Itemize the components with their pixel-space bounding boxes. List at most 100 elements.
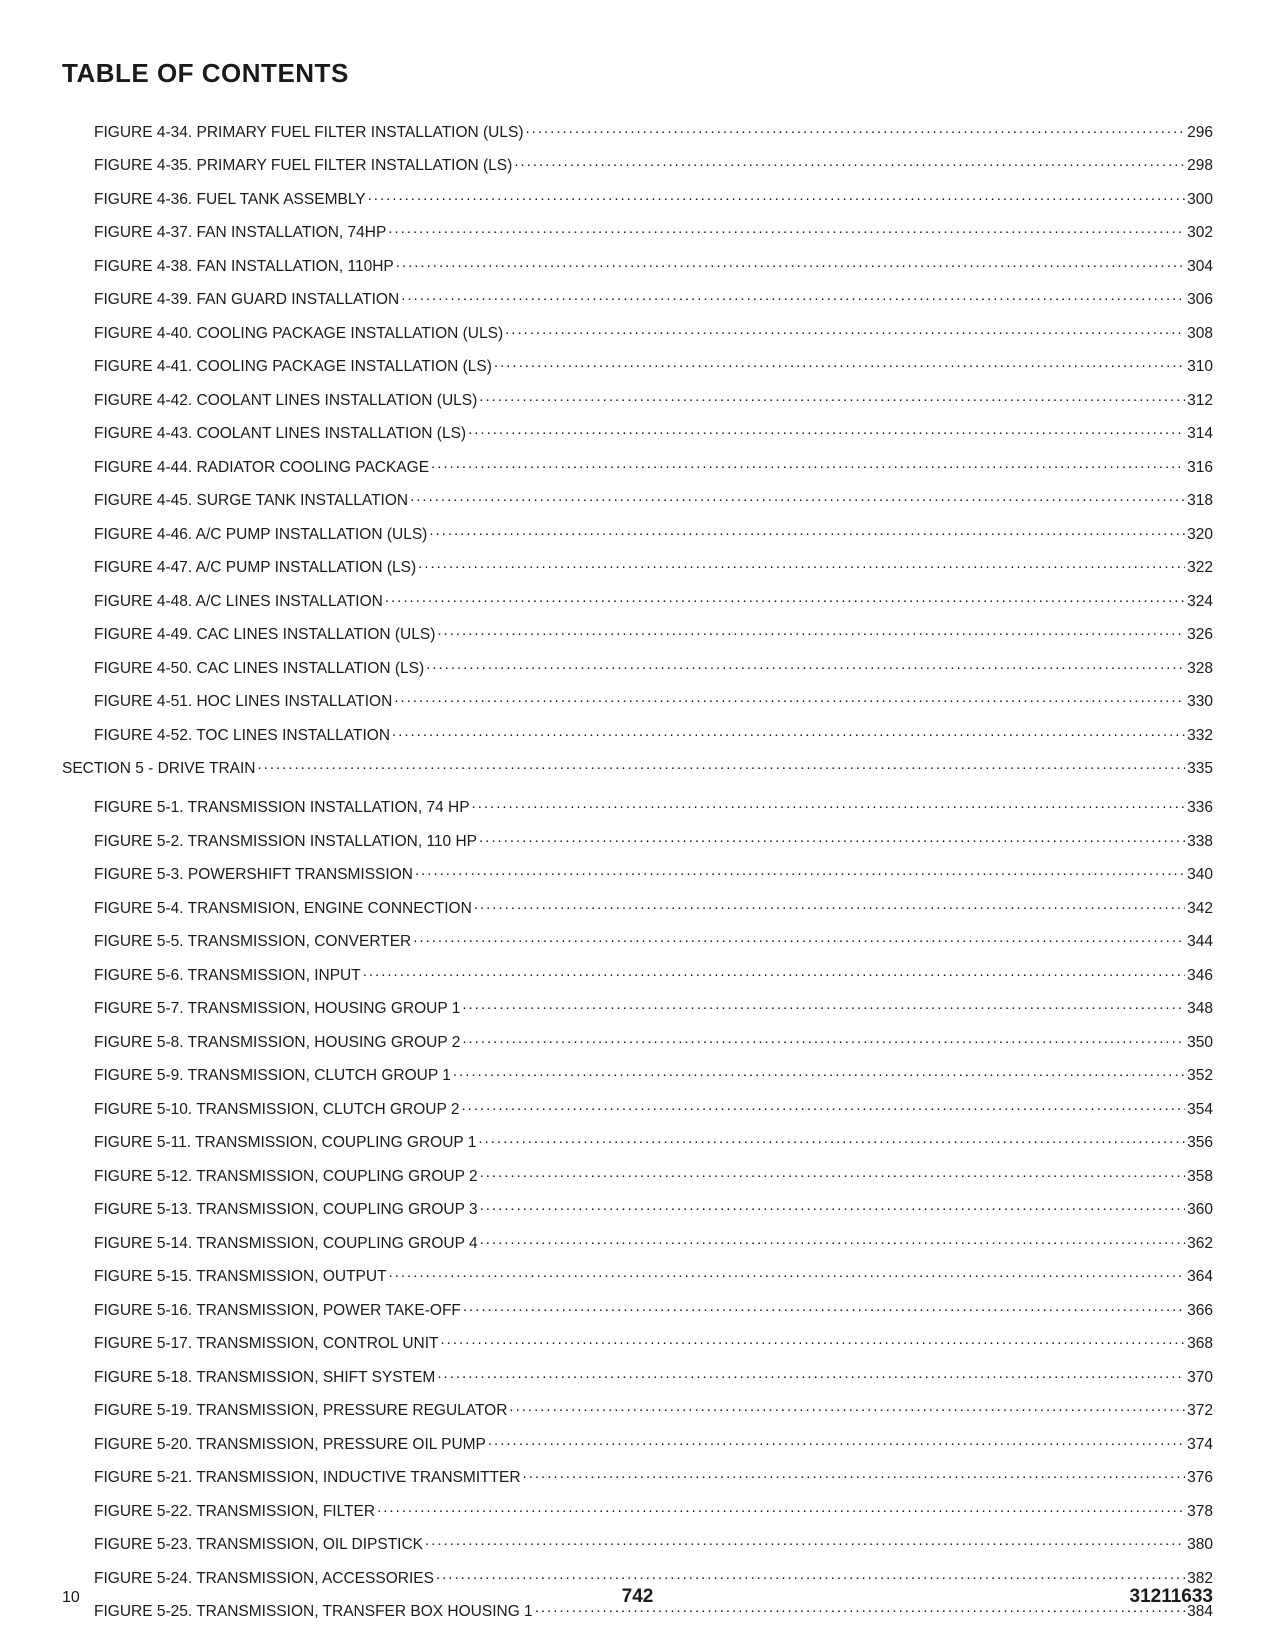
toc-leader — [429, 523, 1185, 539]
toc-entry-label: FIGURE 5-19. TRANSMISSION, PRESSURE REGU… — [94, 1403, 507, 1419]
toc-entry-page: 328 — [1187, 661, 1213, 677]
toc-leader — [394, 691, 1185, 707]
toc-entry: FIGURE 5-3. POWERSHIFT TRANSMISSION340 — [62, 864, 1213, 883]
toc-entry-page: 370 — [1187, 1370, 1213, 1386]
toc-leader — [479, 389, 1185, 405]
toc-entry: FIGURE 4-47. A/C PUMP INSTALLATION (LS)3… — [62, 557, 1213, 576]
page-footer: 10 742 31211633 — [62, 1586, 1213, 1608]
toc-entry-label: FIGURE 5-9. TRANSMISSION, CLUTCH GROUP 1 — [94, 1068, 451, 1084]
toc-entry-page: 304 — [1187, 259, 1213, 275]
toc-entry: FIGURE 5-11. TRANSMISSION, COUPLING GROU… — [62, 1132, 1213, 1151]
toc-entry: FIGURE 4-36. FUEL TANK ASSEMBLY300 — [62, 188, 1213, 207]
toc-leader — [462, 998, 1185, 1014]
toc-leader — [441, 1333, 1186, 1349]
toc-entry-label: FIGURE 5-23. TRANSMISSION, OIL DIPSTICK — [94, 1537, 423, 1553]
toc-entry: FIGURE 5-15. TRANSMISSION, OUTPUT364 — [62, 1266, 1213, 1285]
toc-entry-label: FIGURE 5-11. TRANSMISSION, COUPLING GROU… — [94, 1135, 476, 1151]
toc-leader — [468, 423, 1185, 439]
toc-entry-page: 330 — [1187, 694, 1213, 710]
toc-leader — [488, 1433, 1185, 1449]
toc-leader — [509, 1400, 1185, 1416]
toc-entry-page: 382 — [1187, 1571, 1213, 1587]
toc-entry-label: SECTION 5 - DRIVE TRAIN — [62, 761, 256, 777]
footer-doc-number: 31211633 — [1130, 1586, 1214, 1608]
toc-entry: FIGURE 5-19. TRANSMISSION, PRESSURE REGU… — [62, 1400, 1213, 1419]
toc-entry: FIGURE 5-17. TRANSMISSION, CONTROL UNIT3… — [62, 1333, 1213, 1352]
toc-entry-page: 352 — [1187, 1068, 1213, 1084]
toc-entry-label: FIGURE 5-16. TRANSMISSION, POWER TAKE-OF… — [94, 1303, 461, 1319]
toc-entry-label: FIGURE 4-49. CAC LINES INSTALLATION (ULS… — [94, 627, 435, 643]
toc-leader — [463, 1299, 1185, 1315]
toc-entry: FIGURE 5-21. TRANSMISSION, INDUCTIVE TRA… — [62, 1467, 1213, 1486]
toc-entry: FIGURE 4-45. SURGE TANK INSTALLATION318 — [62, 490, 1213, 509]
toc-entry: FIGURE 5-8. TRANSMISSION, HOUSING GROUP … — [62, 1031, 1213, 1050]
toc-entry-page: 360 — [1187, 1202, 1213, 1218]
toc-entry-page: 380 — [1187, 1537, 1213, 1553]
toc-entry-label: FIGURE 5-3. POWERSHIFT TRANSMISSION — [94, 867, 413, 883]
toc-entry-label: FIGURE 5-22. TRANSMISSION, FILTER — [94, 1504, 375, 1520]
toc-entry-label: FIGURE 4-51. HOC LINES INSTALLATION — [94, 694, 392, 710]
footer-page-number: 10 — [62, 1589, 80, 1607]
toc-entry: FIGURE 4-34. PRIMARY FUEL FILTER INSTALL… — [62, 121, 1213, 140]
toc-leader — [436, 1567, 1185, 1583]
toc-entry-page: 312 — [1187, 393, 1213, 409]
toc-entry: FIGURE 4-48. A/C LINES INSTALLATION324 — [62, 590, 1213, 609]
toc-leader — [401, 289, 1185, 305]
toc-leader — [258, 758, 1186, 774]
toc-entry: FIGURE 4-35. PRIMARY FUEL FILTER INSTALL… — [62, 155, 1213, 174]
toc-entry-label: FIGURE 4-43. COOLANT LINES INSTALLATION … — [94, 426, 466, 442]
toc-entry: FIGURE 5-16. TRANSMISSION, POWER TAKE-OF… — [62, 1299, 1213, 1318]
toc-leader — [437, 1366, 1185, 1382]
toc-leader — [418, 557, 1185, 573]
toc-leader — [396, 255, 1185, 271]
toc-entry: FIGURE 5-7. TRANSMISSION, HOUSING GROUP … — [62, 998, 1213, 1017]
table-of-contents: FIGURE 4-34. PRIMARY FUEL FILTER INSTALL… — [62, 121, 1213, 1620]
toc-leader — [388, 222, 1185, 238]
toc-entry-page: 310 — [1187, 359, 1213, 375]
toc-entry-page: 378 — [1187, 1504, 1213, 1520]
toc-entry: FIGURE 4-50. CAC LINES INSTALLATION (LS)… — [62, 657, 1213, 676]
toc-entry-label: FIGURE 4-48. A/C LINES INSTALLATION — [94, 594, 383, 610]
toc-entry-page: 354 — [1187, 1102, 1213, 1118]
toc-entry: FIGURE 5-22. TRANSMISSION, FILTER 378 — [62, 1500, 1213, 1519]
toc-entry: FIGURE 5-20. TRANSMISSION, PRESSURE OIL … — [62, 1433, 1213, 1452]
toc-entry-label: FIGURE 4-38. FAN INSTALLATION, 110HP — [94, 259, 394, 275]
toc-leader — [368, 188, 1186, 204]
toc-leader — [410, 490, 1185, 506]
toc-entry-label: FIGURE 5-20. TRANSMISSION, PRESSURE OIL … — [94, 1437, 486, 1453]
toc-leader — [425, 1534, 1185, 1550]
toc-leader — [431, 456, 1185, 472]
toc-entry: FIGURE 5-18. TRANSMISSION, SHIFT SYSTEM 3… — [62, 1366, 1213, 1385]
page-title: TABLE OF CONTENTS — [62, 58, 1213, 89]
toc-entry-page: 316 — [1187, 460, 1213, 476]
toc-entry-label: FIGURE 5-4. TRANSMISION, ENGINE CONNECTI… — [94, 901, 472, 917]
toc-leader — [472, 797, 1186, 813]
toc-entry-page: 346 — [1187, 968, 1213, 984]
toc-entry-page: 314 — [1187, 426, 1213, 442]
toc-entry-label: FIGURE 4-44. RADIATOR COOLING PACKAGE — [94, 460, 429, 476]
toc-entry-page: 302 — [1187, 225, 1213, 241]
toc-leader — [363, 964, 1185, 980]
toc-entry: FIGURE 5-2. TRANSMISSION INSTALLATION, 1… — [62, 830, 1213, 849]
toc-entry-page: 318 — [1187, 493, 1213, 509]
toc-entry-label: FIGURE 5-1. TRANSMISSION INSTALLATION, 7… — [94, 800, 470, 816]
toc-entry-page: 308 — [1187, 326, 1213, 342]
toc-entry-label: FIGURE 5-7. TRANSMISSION, HOUSING GROUP … — [94, 1001, 460, 1017]
toc-leader — [437, 624, 1185, 640]
toc-leader — [514, 155, 1185, 171]
footer-model: 742 — [622, 1586, 654, 1608]
toc-entry-label: FIGURE 4-39. FAN GUARD INSTALLATION — [94, 292, 399, 308]
toc-entry-page: 332 — [1187, 728, 1213, 744]
toc-entry-page: 344 — [1187, 934, 1213, 950]
toc-entry-label: FIGURE 5-15. TRANSMISSION, OUTPUT — [94, 1269, 387, 1285]
toc-entry-label: FIGURE 5-5. TRANSMISSION, CONVERTER — [94, 934, 411, 950]
toc-entry-label: FIGURE 5-18. TRANSMISSION, SHIFT SYSTEM — [94, 1370, 435, 1386]
toc-leader — [480, 1232, 1186, 1248]
toc-entry-label: FIGURE 4-46. A/C PUMP INSTALLATION (ULS) — [94, 527, 427, 543]
toc-entry-page: 376 — [1187, 1470, 1213, 1486]
toc-entry-page: 342 — [1187, 901, 1213, 917]
toc-entry: FIGURE 4-51. HOC LINES INSTALLATION 330 — [62, 691, 1213, 710]
toc-entry-page: 348 — [1187, 1001, 1213, 1017]
toc-entry-page: 372 — [1187, 1403, 1213, 1419]
toc-entry: FIGURE 5-14. TRANSMISSION, COUPLING GROU… — [62, 1232, 1213, 1251]
